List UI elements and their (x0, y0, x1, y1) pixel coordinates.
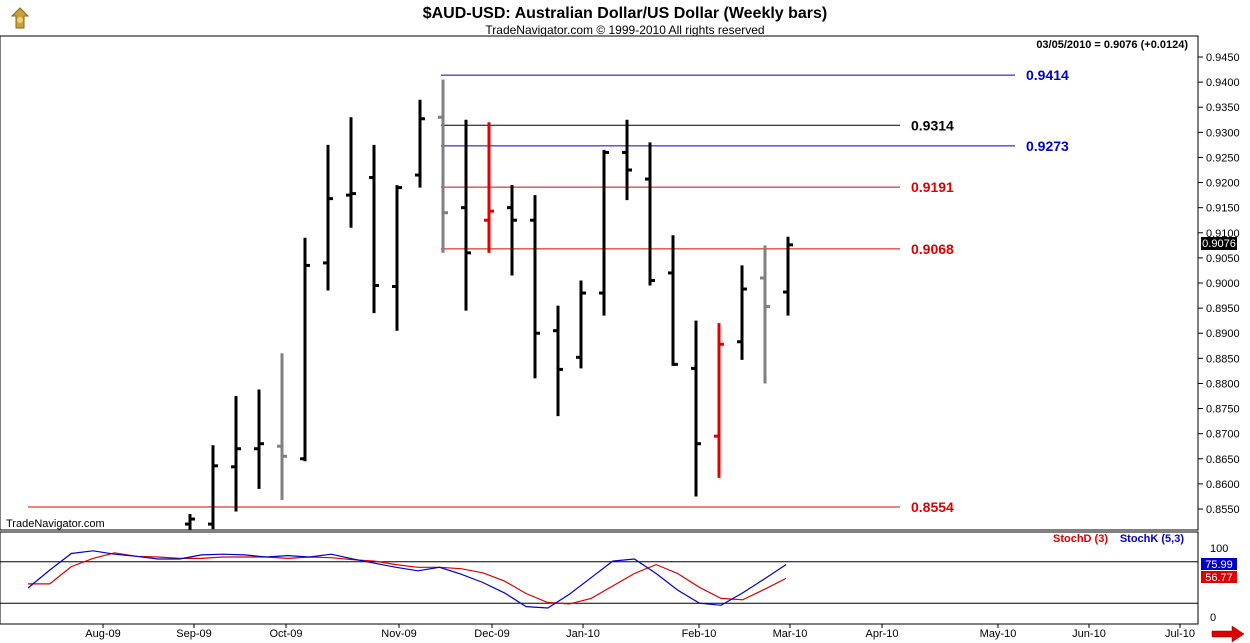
y-tick-label: 0.8550 (1206, 504, 1240, 516)
stoch-d-line (28, 552, 787, 605)
y-tick-label: 0.9350 (1206, 102, 1240, 114)
stoch-d-value: 56.77 (1205, 572, 1233, 584)
price-y-axis: 0.9450 0.9400 0.9350 0.9300 0.9250 0.9200 0.91… (1198, 52, 1240, 516)
x-tick-label: Jul-10 (1165, 628, 1195, 640)
scroll-right-button[interactable] (1211, 625, 1245, 643)
y-tick-label: 0.8800 (1206, 378, 1240, 390)
x-tick-label: Dec-09 (474, 628, 509, 640)
level-label: 0.9191 (911, 179, 954, 195)
x-tick-label: Aug-09 (85, 628, 120, 640)
level-label: 0.9273 (1026, 138, 1069, 154)
y-tick-label: 0.8950 (1206, 303, 1240, 315)
price-levels: 0.9414 0.9314 0.9273 0.9191 0.9068 0.8554 (28, 67, 1069, 515)
level-label: 0.9414 (1026, 67, 1069, 83)
x-tick-label: Jan-10 (566, 628, 600, 640)
y-tick-label: 0.8750 (1206, 404, 1240, 416)
y-tick-label: 0.9250 (1206, 152, 1240, 164)
arrow-right-icon (1211, 625, 1245, 643)
stoch-tick-label: 0 (1210, 612, 1216, 624)
y-tick-label: 0.9200 (1206, 178, 1240, 190)
watermark-text: TradeNavigator.com (6, 518, 105, 530)
stoch-d-legend: StochD (3) (1053, 533, 1108, 545)
y-tick-label: 0.8900 (1206, 328, 1240, 340)
y-tick-label: 0.9100 (1206, 228, 1240, 240)
level-label: 0.9068 (911, 241, 954, 257)
x-tick-label: Feb-10 (682, 628, 717, 640)
stoch-k-line (27, 550, 787, 609)
y-tick-label: 0.9000 (1206, 278, 1240, 290)
chart-subtitle: TradeNavigator.com © 1999-2010 All right… (485, 23, 764, 37)
logo-icon[interactable] (8, 6, 32, 30)
x-tick-label: Jun-10 (1072, 628, 1106, 640)
x-tick-label: May-10 (980, 628, 1017, 640)
stoch-d-tag (1201, 571, 1237, 583)
y-tick-label: 0.9450 (1206, 52, 1240, 64)
level-label: 0.8554 (911, 499, 954, 515)
stoch-y-axis: 100 0 (1210, 543, 1228, 624)
stoch-lines (0, 550, 1198, 609)
y-tick-label: 0.9400 (1206, 77, 1240, 89)
y-tick-label: 0.8850 (1206, 353, 1240, 365)
y-tick-label: 0.8650 (1206, 454, 1240, 466)
price-panel (0, 35, 1199, 531)
stoch-panel (0, 531, 1199, 625)
stoch-k-tag (1201, 558, 1237, 570)
y-tick-label: 0.8700 (1206, 429, 1240, 441)
header: $AUD-USD: Australian Dollar/US Dollar (W… (8, 5, 827, 37)
y-tick-label: 0.9050 (1206, 253, 1240, 265)
stoch-k-legend: StochK (5,3) (1120, 533, 1185, 545)
chart-title: $AUD-USD: Australian Dollar/US Dollar (W… (423, 5, 828, 22)
level-label: 0.9314 (911, 117, 954, 133)
date-x-axis: Aug-09 Sep-09 Oct-09 Nov-09 Dec-09 Jan-10 Feb-… (0, 623, 1198, 640)
y-tick-label: 0.8600 (1206, 479, 1240, 491)
stoch-k-value: 75.99 (1205, 559, 1233, 571)
price-bars (185, 79, 793, 530)
y-tick-label: 0.9300 (1206, 127, 1240, 139)
status-readout: 03/05/2010 = 0.9076 (+0.0124) (1036, 39, 1188, 51)
last-price-label: 0.9076 (1202, 238, 1236, 250)
y-tick-label: 0.9150 (1206, 203, 1240, 215)
x-tick-label: Nov-09 (381, 628, 416, 640)
x-tick-label: Apr-10 (865, 628, 898, 640)
x-tick-label: Oct-09 (269, 628, 302, 640)
last-price-tag: 0.9076 (1201, 237, 1237, 250)
x-tick-label: Mar-10 (773, 628, 808, 640)
x-tick-label: Sep-09 (176, 628, 211, 640)
stoch-tick-label: 100 (1210, 543, 1228, 555)
